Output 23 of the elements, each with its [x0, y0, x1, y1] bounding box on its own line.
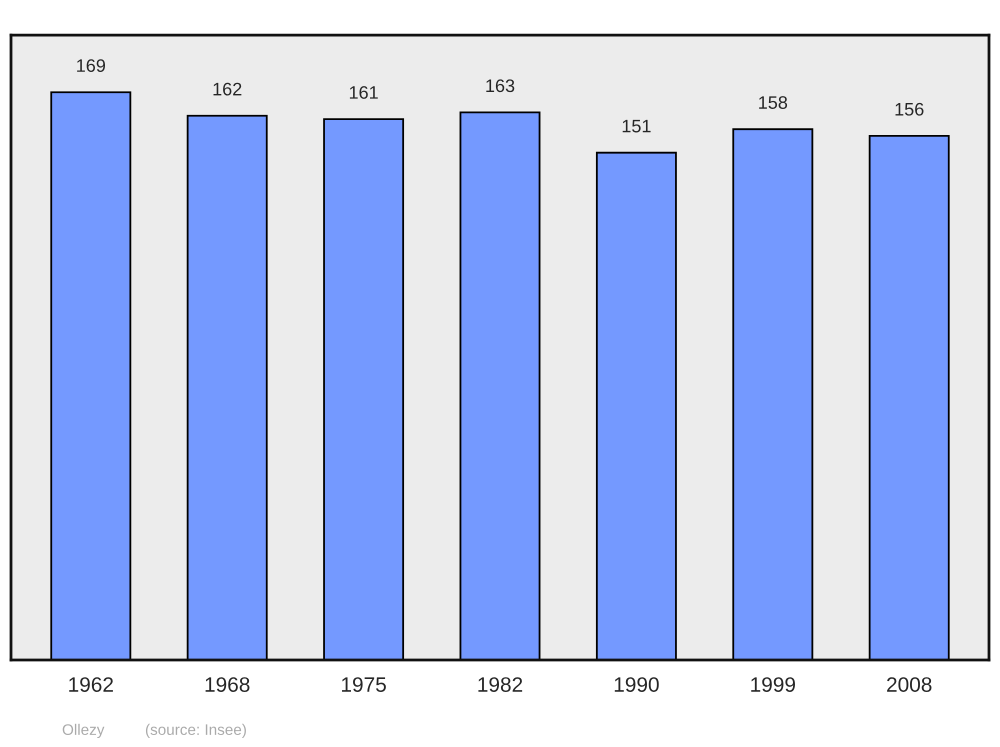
bar: [50, 91, 132, 660]
data-label: 151: [622, 120, 651, 132]
x-tick-label: 1990: [614, 677, 659, 692]
x-tick-label: 2008: [887, 677, 932, 692]
x-tick-label: 1968: [206, 677, 250, 692]
data-label: 156: [896, 102, 924, 116]
data-label: 169: [77, 59, 106, 72]
x-tick-label: 1975: [342, 677, 386, 692]
bar: [732, 128, 814, 660]
bar: [460, 111, 540, 660]
bar: [868, 134, 950, 660]
x-tick-label: 1999: [751, 677, 795, 692]
text: (source: Insee): [146, 724, 246, 738]
bar: [186, 114, 268, 660]
x-tick-label: 1982: [478, 677, 522, 692]
data-label: 163: [486, 79, 514, 92]
bar: [323, 118, 404, 660]
data-label: 162: [214, 82, 242, 96]
bar: [596, 152, 677, 660]
data-label: 158: [759, 96, 788, 109]
text: Ollezy: [62, 724, 104, 738]
data-label: 161: [350, 86, 378, 99]
x-tick-label: 1962: [69, 677, 113, 692]
